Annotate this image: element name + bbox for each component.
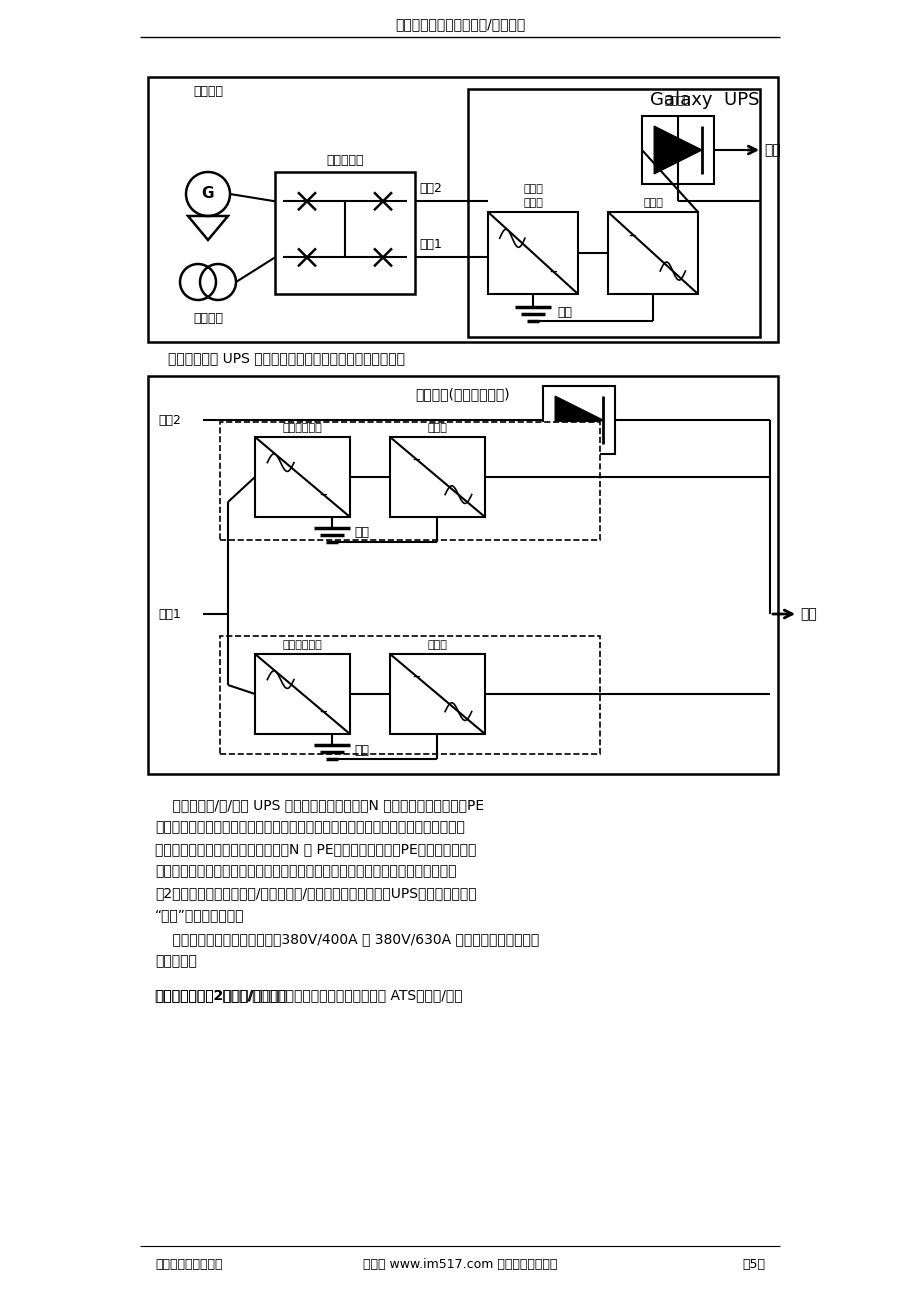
Text: 发电机组: 发电机组 [193,85,222,98]
Bar [390,437,484,517]
Bar [487,212,577,294]
Text: 大型综合机房 UPS 通常以下面方式运行（两路电源引入）：: 大型综合机房 UPS 通常以下面方式运行（两路电源引入）： [168,352,404,365]
Bar [255,437,349,517]
Text: –: – [319,487,327,503]
Text: 电池: 电池 [354,526,369,539]
Text: Galaxy  UPS: Galaxy UPS [650,91,759,109]
Text: 高压电网: 高压电网 [193,312,222,326]
Polygon shape [554,396,602,444]
Text: 交流配电柜的容量表示方法：380V/400A 或 380V/630A 等等（具体详见交流容: 交流配电柜的容量表示方法：380V/400A 或 380V/630A 等等（具体… [154,932,539,947]
Bar [148,376,777,773]
Text: 独从地网引线。为确保电源供电系统的安全可靠性，我们在设计中一定要围绕多路: 独从地网引线。为确保电源供电系统的安全可靠性，我们在设计中一定要围绕多路 [154,865,456,878]
Bar [542,385,614,454]
Text: 通信机房电源及配套勘察/设计要点: 通信机房电源及配套勘察/设计要点 [394,17,525,31]
Text: –: – [412,452,419,467]
Text: 整流－充电器: 整流－充电器 [282,423,322,434]
Text: 电池: 电池 [354,743,369,756]
Text: 电池: 电池 [556,306,572,319]
Bar [607,212,698,294]
Text: 逃变器: 逃变器 [427,641,447,650]
Text: 电源2: 电源2 [418,182,441,195]
Text: 负载: 负载 [763,143,780,158]
Text: 逃变器: 逃变器 [642,198,663,208]
Text: –: – [412,669,419,684]
Bar [220,422,599,540]
Bar [255,654,349,734]
Text: 电源2: 电源2 [158,414,181,427]
Text: 低压配电屏: 低压配电屏 [326,154,363,167]
Text: 静态开关: 静态开关 [664,96,690,105]
Text: 量系列）。: 量系列）。 [154,954,197,967]
Text: 负载: 负载 [800,607,816,621]
Bar [220,635,599,754]
Text: （2路市电）、多种（油机/移动发电机/太阳能供电）、多套（UPS主机双机并机）: （2路市电）、多种（油机/移动发电机/太阳能供电）、多套（UPS主机双机并机） [154,885,476,900]
Text: 整流－充电器: 整流－充电器 [282,641,322,650]
Text: 充电器: 充电器 [523,184,542,194]
Text: 电源1: 电源1 [158,608,181,621]
Bar [390,654,484,734]
Bar [275,172,414,294]
Text: 排），需要说明的是不要将两种排混为一滩，一定要区分清楚，机柜内接线排上通常: 排），需要说明的是不要将两种排混为一滩，一定要区分清楚，机柜内接线排上通常 [154,820,464,835]
Text: –: – [319,704,327,719]
Text: 逃变器: 逃变器 [427,423,447,434]
Text: 整流－: 整流－ [523,198,542,208]
Text: 交流备用电源（2路市电/油机）：: 交流备用电源（2路市电/油机）： [154,988,287,1003]
Text: 交流备用电源（2路市电/油机）：综合局内油机和市电转换在 ATS（市电/油机: 交流备用电源（2路市电/油机）：综合局内油机和市电转换在 ATS（市电/油机 [154,988,462,1003]
Bar [148,77,777,342]
Text: G: G [201,185,214,201]
Bar [641,116,713,184]
Text: –: – [628,228,635,242]
Text: “三多”供电方式进行。: “三多”供电方式进行。 [154,907,244,922]
Text: –: – [549,263,556,279]
Text: 静态开关(静态开关机柜): 静态开关(静态开关机柜) [415,387,510,401]
Text: 第5页: 第5页 [742,1258,765,1271]
Bar [468,89,759,337]
Text: 长春电信工程设计院: 长春电信工程设计院 [154,1258,222,1271]
Polygon shape [653,126,701,173]
Text: 电源1: 电源1 [418,238,441,251]
Text: 会体现出零线排和保护地排的标示（N 或 PE），交流保护地（PE）引线一定要单: 会体现出零线排和保护地排的标示（N 或 PE），交流保护地（PE）引线一定要单 [154,842,476,855]
Text: 交流配电柜/屏/筱和 UPS 机柜内均设有零线排（N 排）和机壳保护地排（PE: 交流配电柜/屏/筱和 UPS 机柜内均设有零线排（N 排）和机壳保护地排（PE [154,798,483,812]
Text: 通信者 www.im517.com 通信资料大全站点: 通信者 www.im517.com 通信资料大全站点 [362,1258,557,1271]
